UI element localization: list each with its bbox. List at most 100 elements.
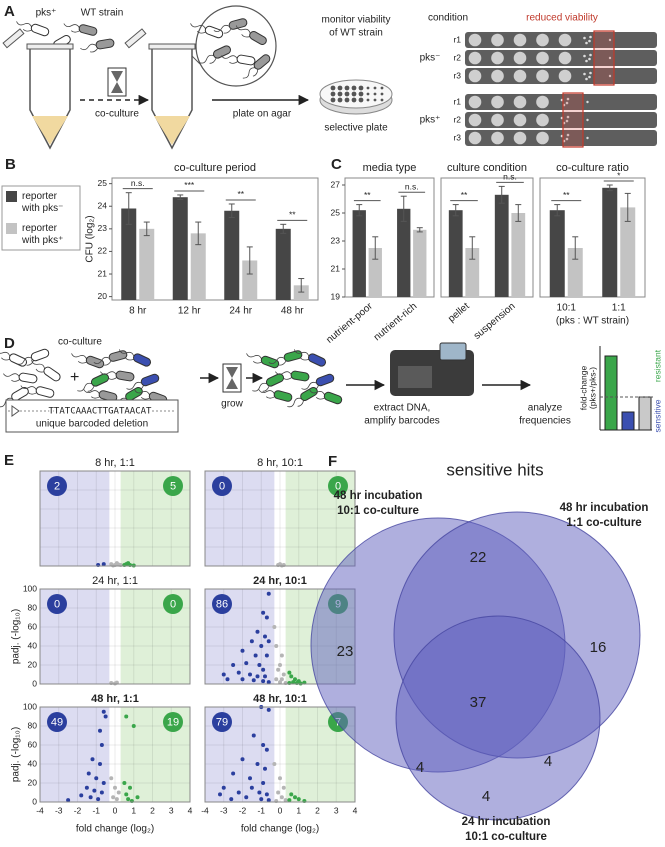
colony — [588, 57, 591, 61]
point — [128, 785, 132, 790]
point — [236, 670, 241, 675]
spot — [491, 131, 504, 145]
region-count: 23 — [337, 643, 354, 660]
bar — [139, 228, 155, 300]
plate-spot — [351, 97, 357, 103]
point — [86, 771, 91, 776]
point — [66, 798, 71, 803]
resistant-count: 0 — [335, 480, 341, 492]
chart-title: 24 hr, 1:1 — [92, 575, 138, 587]
flagellum — [118, 349, 135, 361]
spot-strip — [465, 112, 657, 128]
y-tick-label: 23 — [331, 235, 341, 245]
replicate-label: r2 — [453, 114, 461, 124]
y-tick-label: 25 — [331, 207, 341, 217]
point — [99, 790, 104, 795]
plot-frame — [111, 177, 319, 301]
point — [289, 792, 294, 797]
colony — [589, 35, 592, 39]
point — [114, 797, 119, 802]
cell — [290, 370, 310, 382]
plot-frame — [440, 177, 534, 298]
point — [283, 798, 288, 803]
bacterium — [275, 370, 310, 382]
legend-swatch — [6, 191, 17, 202]
flagellum — [268, 356, 287, 366]
bar — [121, 208, 137, 300]
label: plate on agar — [233, 109, 292, 120]
x-tick-label: 0 — [278, 805, 283, 815]
region-count: 16 — [590, 639, 607, 656]
count-badge — [47, 594, 67, 614]
replicate-label: r1 — [453, 96, 461, 106]
resistant-count: 5 — [170, 480, 176, 492]
label: amplify barcodes — [364, 416, 440, 427]
point — [240, 757, 245, 762]
plot-frame — [204, 706, 356, 803]
bacterium — [199, 45, 232, 64]
bacterium — [16, 21, 50, 37]
spot — [558, 69, 572, 83]
point — [218, 792, 222, 797]
point — [289, 674, 294, 679]
flagellum — [258, 389, 275, 399]
plate-spot — [373, 86, 377, 90]
colony — [589, 53, 592, 57]
spot — [513, 51, 527, 65]
spot — [491, 33, 504, 47]
point — [90, 757, 95, 762]
chart-title: 48 hr, 1:1 — [91, 693, 139, 705]
plot-frame — [39, 706, 191, 803]
cell — [115, 370, 135, 382]
sensitive-count: 0 — [219, 480, 225, 492]
plate-spot — [337, 97, 343, 103]
label: WT strain — [81, 8, 124, 19]
cell — [273, 390, 293, 402]
replicate-label: r2 — [453, 52, 461, 62]
y-tick-label: 21 — [98, 268, 108, 278]
point — [126, 797, 131, 802]
y-tick-label: 40 — [28, 640, 38, 650]
flagellum — [3, 373, 20, 382]
label: fold-change — [578, 366, 588, 411]
panel-label: C — [331, 156, 342, 173]
bacterium — [16, 348, 50, 366]
x-note: (pks : WT strain) — [556, 316, 629, 327]
significance-label: ** — [563, 190, 570, 200]
point — [272, 625, 277, 629]
label: extract DNA, — [374, 403, 431, 414]
spot — [536, 113, 549, 127]
y-tick-label: 23 — [98, 223, 108, 233]
flagellum — [63, 23, 80, 33]
bacterium — [246, 353, 280, 369]
point — [257, 790, 262, 795]
cell — [18, 372, 38, 384]
y-axis-label: padj. (-log₁₀) — [11, 727, 22, 782]
point — [264, 747, 269, 752]
flagellum — [246, 353, 262, 364]
spot — [468, 69, 482, 83]
point — [255, 629, 260, 634]
x-tick-label: 0 — [113, 805, 118, 815]
point — [278, 663, 282, 667]
barcode-box — [5, 399, 179, 433]
tube-rim — [148, 43, 196, 50]
spot — [491, 113, 504, 127]
bar — [242, 260, 258, 300]
plate-spot — [344, 85, 350, 91]
medium — [32, 116, 68, 145]
point — [281, 672, 286, 677]
bacterium — [80, 38, 115, 53]
y-tick-label: 80 — [28, 720, 38, 730]
plate-spot — [337, 91, 343, 97]
flagellum — [275, 371, 292, 380]
point — [263, 674, 267, 679]
point — [229, 797, 234, 802]
count-badge — [163, 712, 183, 732]
set-label: 10:1 co-culture — [337, 505, 419, 517]
point — [293, 677, 297, 682]
cell — [265, 373, 285, 387]
cell — [90, 373, 110, 387]
colony — [589, 71, 592, 75]
legend-line: with pks⁻ — [21, 203, 63, 214]
